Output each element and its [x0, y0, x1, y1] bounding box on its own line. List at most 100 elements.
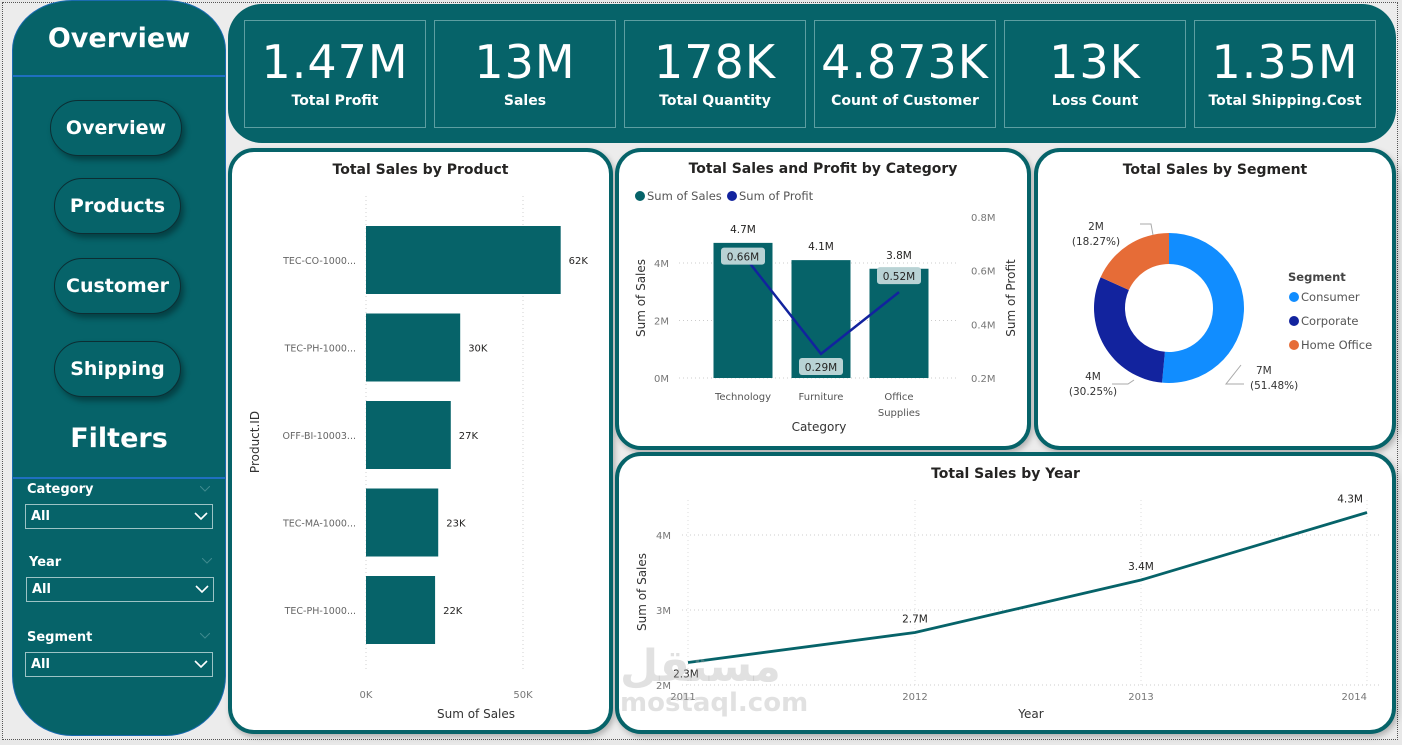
sales-by-segment-chart: 7M (51.48%) 4M (30.25%) 2M (18.27%) Segment Con…: [1069, 221, 1372, 398]
data-label: 2.3M: [673, 669, 699, 681]
legend-label: Consumer: [1301, 290, 1360, 304]
data-label: 23K: [446, 519, 466, 530]
data-label: 62K: [569, 256, 589, 267]
y-tick-label: 2M: [656, 681, 671, 692]
data-label: 2.7M: [902, 614, 928, 626]
chevron-down-icon: [194, 512, 208, 521]
y-axis-title: Sum of Sales: [635, 553, 649, 631]
chart-title: Total Sales and Profit by Category: [688, 161, 958, 177]
chevron-down-icon[interactable]: [202, 558, 212, 564]
category-slicer-label: Category: [27, 482, 94, 497]
sales-profit-by-category-chart: Sum of Sales Sum of Profit 0M 2M 4M 0.2M 0.4M 0…: [634, 189, 1018, 434]
leader-line: [1112, 379, 1135, 385]
kpi-card-sales: 13M Sales: [434, 20, 616, 128]
segment-dropdown-value: All: [31, 657, 50, 672]
donut-slice-consumer: [1162, 233, 1244, 383]
x-tick-label: 2012: [902, 692, 927, 703]
chevron-down-icon[interactable]: [200, 633, 210, 639]
y2-axis-title: Sum of Profit: [1004, 259, 1018, 337]
year-dropdown[interactable]: All: [26, 577, 214, 602]
divider: [13, 75, 225, 77]
nav-products-button[interactable]: Products: [54, 178, 181, 234]
kpi-value: 4.873K: [821, 35, 989, 89]
nav-shipping-button[interactable]: Shipping: [54, 341, 181, 397]
y-tick-label: 3M: [656, 606, 671, 617]
nav-customer-button[interactable]: Customer: [54, 258, 181, 314]
sales-by-product-card[interactable]: Total Sales by Product 0K 50K 62K TEC-CO-10…: [228, 148, 613, 734]
legend-marker-sales: [635, 191, 645, 201]
sales-profit-by-category-card[interactable]: Total Sales and Profit by Category Sum o…: [615, 148, 1031, 450]
sales-by-product-chart: 0K 50K 62K TEC-CO-1000... 30K TEC-PH-1000... 2…: [248, 196, 589, 721]
chevron-down-icon: [194, 660, 208, 669]
kpi-label: Total Quantity: [659, 93, 771, 109]
leader-line: [1140, 223, 1154, 236]
line-data-label-bg: [721, 247, 765, 265]
category-label: TEC-PH-1000...: [284, 606, 356, 617]
x-tick-label: 50K: [513, 690, 533, 701]
kpi-value: 178K: [654, 35, 776, 89]
bar-data-label: 3.8M: [886, 250, 912, 262]
chevron-down-icon: [195, 585, 209, 594]
category-label: Office: [884, 392, 913, 403]
slice-value-label: 2M: [1088, 221, 1104, 233]
line-data-label: 0.66M: [727, 252, 759, 264]
y-tick-label: 4M: [654, 259, 669, 270]
category-label: TEC-MA-1000...: [282, 519, 356, 530]
line-data-label: 0.52M: [883, 271, 915, 283]
category-label: Supplies: [878, 408, 920, 419]
legend-label: Sum of Sales: [647, 189, 722, 203]
chart-title: Total Sales by Segment: [1122, 162, 1308, 178]
category-dropdown[interactable]: All: [25, 504, 213, 529]
legend-label: Corporate: [1301, 314, 1359, 328]
y2-tick-label: 0.2M: [971, 374, 996, 385]
kpi-card-total-shipping-cost: 1.35M Total Shipping.Cost: [1194, 20, 1376, 128]
x-tick-label: 0K: [360, 690, 373, 701]
bar: [366, 226, 561, 294]
kpi-card-loss-count: 13K Loss Count: [1004, 20, 1186, 128]
bar-data-label: 4.1M: [808, 241, 834, 253]
category-label: Technology: [714, 392, 771, 403]
y-axis-title: Sum of Sales: [634, 259, 648, 337]
divider: [13, 477, 225, 479]
line-data-label: 0.29M: [805, 362, 837, 374]
y2-tick-label: 0.4M: [971, 320, 996, 331]
data-label: 3.4M: [1128, 561, 1154, 573]
slice-value-label: 4M: [1085, 371, 1101, 383]
legend-title: Segment: [1288, 270, 1346, 284]
slice-pct-label: (51.48%): [1250, 380, 1298, 392]
nav-overview-button[interactable]: Overview: [50, 100, 182, 156]
sales-by-year-card[interactable]: Total Sales by Year 2M 3M 4M 2011 2012 2013 20…: [615, 452, 1396, 734]
x-tick-label: 2013: [1128, 692, 1153, 703]
x-axis-title: Year: [1017, 707, 1043, 721]
segment-dropdown[interactable]: All: [25, 652, 213, 677]
filters-title: Filters: [70, 423, 168, 454]
category-label: TEC-PH-1000...: [284, 344, 356, 355]
chart-title: Total Sales by Year: [931, 466, 1080, 482]
kpi-label: Sales: [503, 93, 547, 109]
y2-tick-label: 0.8M: [971, 213, 996, 224]
sales-by-year-chart: 2M 3M 4M 2011 2012 2013 2014 2.3M 2.7M 3.4M 4.3M Ye…: [635, 494, 1379, 721]
category-dropdown-value: All: [31, 509, 50, 524]
sales-by-segment-card[interactable]: Total Sales by Segment 7M (51.48%) 4M (30.2…: [1034, 148, 1396, 450]
kpi-value: 1.35M: [1211, 35, 1359, 89]
slice-pct-label: (30.25%): [1069, 386, 1117, 398]
bar: [366, 488, 439, 557]
kpi-label: Total Shipping.Cost: [1208, 93, 1362, 109]
slice-value-label: 7M: [1256, 365, 1272, 377]
y-tick-label: 2M: [654, 317, 669, 328]
data-label: 30K: [468, 344, 488, 355]
kpi-value: 13K: [1049, 35, 1141, 89]
y2-tick-label: 0.6M: [971, 267, 996, 278]
sales-line: [687, 511, 1368, 664]
year-dropdown-value: All: [32, 582, 51, 597]
legend-marker: [1289, 340, 1299, 350]
bar: [366, 401, 451, 469]
kpi-card-total-profit: 1.47M Total Profit: [244, 20, 426, 128]
kpi-card-count-of-customer: 4.873K Count of Customer: [814, 20, 996, 128]
kpi-label: Loss Count: [1051, 93, 1139, 109]
data-label: 22K: [443, 606, 463, 617]
category-label: OFF-BI-10003...: [282, 431, 356, 442]
sidebar-title: Overview: [47, 23, 191, 54]
chevron-down-icon[interactable]: [200, 486, 210, 492]
kpi-card-total-quantity: 178K Total Quantity: [624, 20, 806, 128]
